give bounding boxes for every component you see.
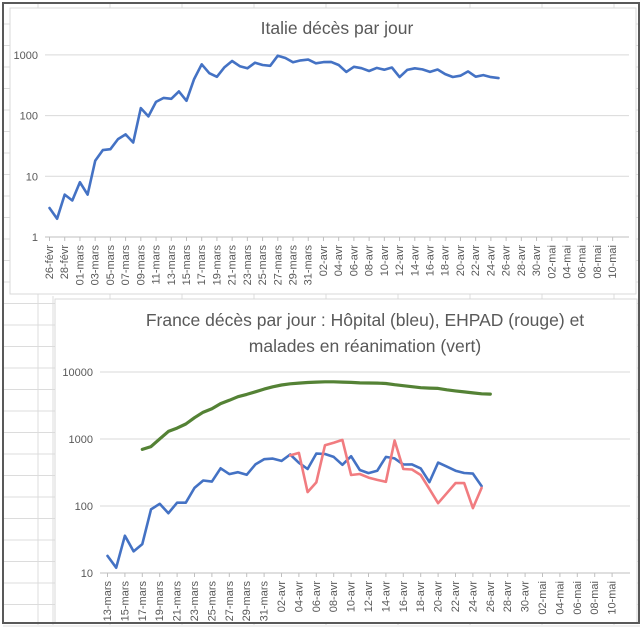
x-tick-label: 12-avr	[394, 245, 406, 277]
x-tick-label: 10-avr	[346, 581, 358, 613]
titles-layer: Italie décès par jour France décès par j…	[146, 18, 584, 356]
x-tick-label: 17-mars	[137, 581, 149, 622]
italy-chart-frame[interactable]	[9, 7, 637, 295]
x-tick-label: 19-mars	[211, 245, 223, 286]
italy-chart-gridlines: 1 10 100 1000	[14, 50, 629, 244]
x-tick-label: 28-févr	[59, 245, 71, 280]
x-tick-label: 06-avr	[348, 245, 360, 277]
x-tick-label: 04-avr	[293, 581, 305, 613]
x-tick-label: 24-avr	[485, 245, 497, 277]
x-tick-label: 14-avr	[380, 581, 392, 613]
x-tick-label: 16-avr	[398, 581, 410, 613]
y-tick-label: 10	[81, 568, 93, 580]
y-tick-label: 100	[75, 501, 93, 513]
x-tick-label: 15-mars	[119, 581, 131, 622]
france-chart-title-line1: France décès par jour : Hôpital (bleu), …	[146, 310, 584, 330]
x-tick-label: 28-avr	[502, 581, 514, 613]
france-chart-title-line2: malades en réanimation (vert)	[249, 336, 481, 356]
x-tick-label: 20-avr	[433, 581, 445, 613]
x-tick-label: 10-mai	[607, 245, 619, 279]
x-tick-label: 12-avr	[363, 581, 375, 613]
x-tick-label: 31-mars	[259, 581, 271, 622]
x-tick-label: 10-mai	[607, 581, 619, 615]
x-tick-label: 28-avr	[516, 245, 528, 277]
italy-chart-title: Italie décès par jour	[261, 18, 414, 38]
x-tick-label: 17-mars	[196, 245, 208, 286]
italy-chart-series-line[interactable]	[48, 54, 500, 220]
x-tick-label: 03-mars	[90, 245, 102, 286]
x-tick-label: 23-mars	[242, 245, 254, 286]
x-tick-label: 22-avr	[470, 245, 482, 277]
x-tick-label: 01-mars	[74, 245, 86, 286]
france-chart-x-axis: 13-mars 15-mars 17-mars 19-mars 21-mars 23-ma…	[102, 573, 619, 621]
x-tick-label: 09-mars	[135, 245, 147, 286]
x-tick-label: 08-mai	[589, 581, 601, 615]
y-tick-label: 10000	[62, 367, 93, 379]
x-tick-label: 26-févr	[44, 245, 56, 280]
x-tick-label: 02-avr	[318, 245, 330, 277]
x-tick-label: 04-mai	[554, 581, 566, 615]
y-tick-label: 10	[26, 171, 38, 183]
x-tick-label: 26-avr	[501, 245, 513, 277]
x-tick-label: 24-avr	[467, 581, 479, 613]
x-tick-label: 25-mars	[206, 581, 218, 622]
x-tick-label: 04-avr	[333, 245, 345, 277]
x-tick-label: 26-avr	[485, 581, 497, 613]
y-tick-label: 1	[32, 232, 38, 244]
y-tick-label: 100	[20, 111, 38, 123]
x-tick-label: 29-mars	[241, 581, 253, 622]
x-tick-label: 27-mars	[224, 581, 236, 622]
x-tick-label: 18-avr	[440, 245, 452, 277]
x-tick-label: 18-avr	[415, 581, 427, 613]
x-tick-label: 04-mai	[561, 245, 573, 279]
x-tick-label: 10-avr	[379, 245, 391, 277]
y-tick-label: 1000	[14, 50, 38, 62]
x-tick-label: 02-mai	[537, 581, 549, 615]
x-tick-label: 29-mars	[288, 245, 300, 286]
france-chart[interactable]: 10 100 1000 10000 13-mars 15-mars 17-mars 19-ma…	[54, 298, 638, 624]
france-chart-gridlines: 10 100 1000 10000	[62, 367, 630, 580]
x-tick-label: 08-mai	[592, 245, 604, 279]
x-tick-label: 25-mars	[257, 245, 269, 286]
x-tick-label: 21-mars	[227, 245, 239, 286]
x-tick-label: 08-avr	[364, 245, 376, 277]
x-tick-label: 31-mars	[303, 245, 315, 286]
france-chart-series-line[interactable]	[140, 380, 492, 451]
x-tick-label: 06-avr	[311, 581, 323, 613]
italy-chart-x-axis: 26-févr 28-févr 01-mars 03-mars 05-mars 07-ma…	[44, 237, 619, 285]
x-tick-label: 05-mars	[105, 245, 117, 286]
x-tick-label: 06-mai	[577, 245, 589, 279]
france-chart-series-line[interactable]	[288, 438, 483, 510]
y-tick-label: 1000	[69, 434, 93, 446]
x-tick-label: 02-mai	[546, 245, 558, 279]
x-tick-label: 02-avr	[276, 581, 288, 613]
x-tick-label: 07-mars	[120, 245, 132, 286]
x-tick-label: 21-mars	[172, 581, 184, 622]
x-tick-label: 20-avr	[455, 245, 467, 277]
x-tick-label: 13-mars	[102, 581, 114, 622]
x-tick-label: 14-avr	[409, 245, 421, 277]
x-tick-label: 23-mars	[189, 581, 201, 622]
x-tick-label: 11-mars	[151, 245, 163, 285]
x-tick-label: 30-avr	[520, 581, 532, 613]
x-tick-label: 06-mai	[572, 581, 584, 615]
x-tick-label: 15-mars	[181, 245, 193, 286]
italy-chart[interactable]: 1 10 100 1000 26-févr 28-févr 01-mars 03-mars 05…	[9, 7, 637, 295]
x-tick-label: 30-avr	[531, 245, 543, 277]
x-tick-label: 16-avr	[425, 245, 437, 277]
x-tick-label: 22-avr	[450, 581, 462, 613]
x-tick-label: 13-mars	[166, 245, 178, 286]
france-chart-series-line[interactable]	[106, 452, 483, 570]
x-tick-label: 27-mars	[272, 245, 284, 286]
x-tick-label: 08-avr	[328, 581, 340, 613]
x-tick-label: 19-mars	[154, 581, 166, 622]
